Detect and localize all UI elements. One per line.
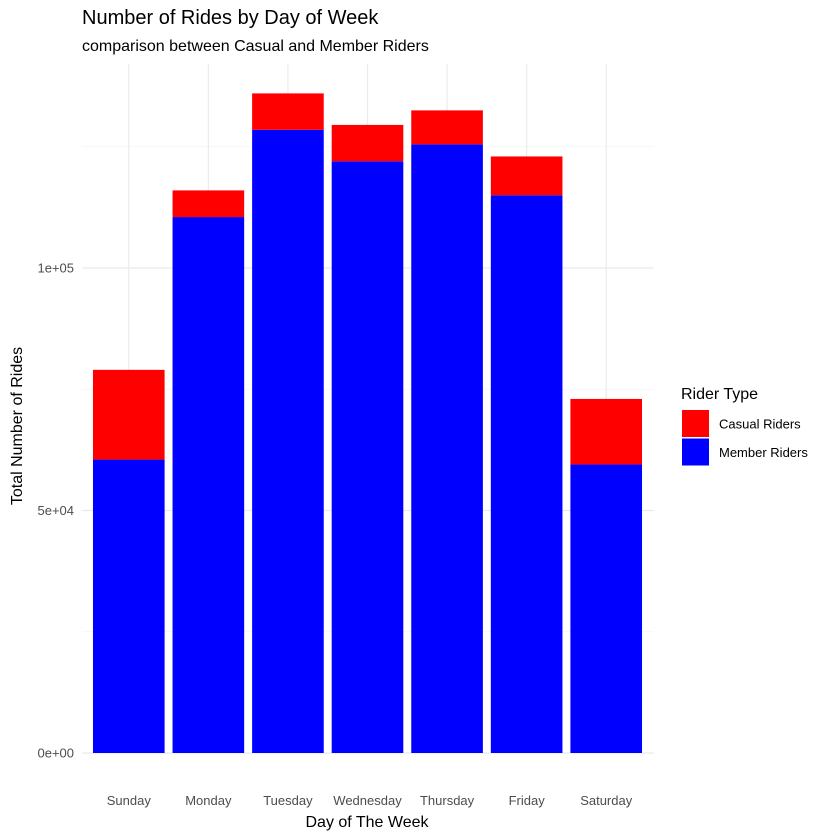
x-tick-label: Tuesday: [263, 793, 313, 808]
legend-entries: Casual Riders Member Riders: [682, 410, 808, 466]
y-tick-label: 5e+04: [37, 503, 74, 518]
x-tick-label: Friday: [509, 793, 546, 808]
legend-label: Casual Riders: [719, 417, 801, 432]
bar-casual-riders-saturday: [570, 398, 643, 465]
legend-swatch: [682, 410, 709, 437]
y-tick-label: 1e+05: [37, 261, 74, 276]
x-tick-labels: Sunday Monday Tuesday Wednesday Thursday Frid…: [107, 793, 633, 808]
y-tick-labels: 0e+00 5e+04 1e+05: [37, 261, 74, 761]
legend-label: Member Riders: [719, 445, 808, 460]
y-tick-label: 0e+00: [37, 746, 74, 761]
legend-title: Rider Type: [681, 386, 758, 403]
x-tick-label: Monday: [185, 793, 232, 808]
bar-casual-riders-friday: [490, 156, 563, 196]
bar-casual-riders-sunday: [92, 369, 165, 460]
x-tick-label: Sunday: [107, 793, 152, 808]
x-tick-label: Thursday: [420, 793, 475, 808]
bar-member-riders-friday: [490, 195, 563, 753]
bar-member-riders-sunday: [92, 459, 165, 753]
legend-swatch: [682, 438, 709, 466]
bar-member-riders-saturday: [570, 464, 643, 753]
x-tick-label: Saturday: [580, 793, 633, 808]
bar-casual-riders-thursday: [411, 110, 483, 145]
chart-subtitle: comparison between Casual and Member Rid…: [82, 38, 429, 55]
x-tick-label: Wednesday: [333, 793, 402, 808]
bar-casual-riders-monday: [172, 190, 245, 218]
bar-member-riders-monday: [172, 217, 245, 753]
bar-casual-riders-wednesday: [331, 124, 404, 162]
bar-member-riders-thursday: [411, 144, 483, 753]
bar-casual-riders-tuesday: [252, 93, 324, 130]
y-axis-title: Total Number of Rides: [9, 347, 26, 505]
bars: [92, 93, 643, 754]
bar-member-riders-wednesday: [331, 161, 404, 754]
bar-member-riders-tuesday: [252, 129, 324, 753]
chart-title: Number of Rides by Day of Week: [82, 7, 379, 29]
legend: Rider Type Casual Riders Member Riders: [681, 386, 808, 466]
x-axis-title: Day of The Week: [305, 814, 429, 831]
